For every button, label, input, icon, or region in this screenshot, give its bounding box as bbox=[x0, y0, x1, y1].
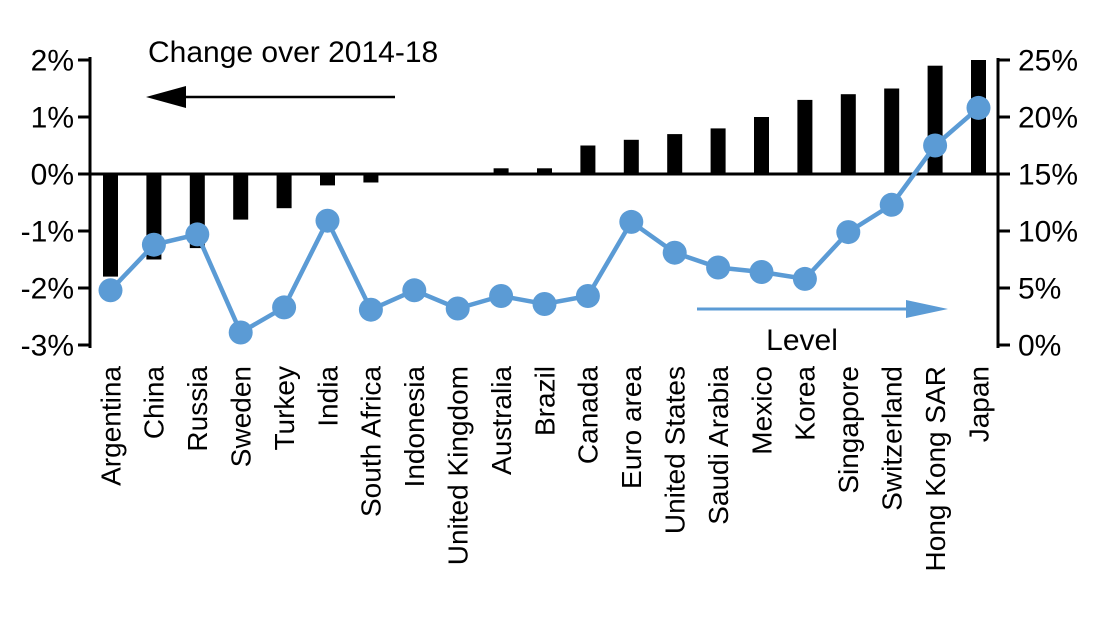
bar-turkey bbox=[276, 174, 292, 209]
level-marker-korea bbox=[792, 266, 817, 291]
bar-switzerland bbox=[884, 88, 900, 174]
change-arrow-left-icon bbox=[146, 86, 395, 108]
left-axis-tick-label: 2% bbox=[31, 45, 74, 78]
level-marker-india bbox=[315, 208, 340, 233]
bar-saudi-arabia bbox=[710, 128, 726, 174]
bar-brazil bbox=[537, 168, 552, 174]
x-axis-label: Euro area bbox=[616, 366, 647, 489]
x-axis-label: South Africa bbox=[356, 366, 387, 517]
x-axis-label: India bbox=[312, 366, 343, 427]
level-arrow-right-icon bbox=[697, 300, 948, 318]
level-marker-indonesia bbox=[402, 278, 427, 303]
right-axis-tick-label: 15% bbox=[1018, 159, 1078, 192]
bar-south-africa bbox=[363, 174, 379, 183]
bar-mexico bbox=[754, 117, 769, 174]
level-marker-euro-area bbox=[619, 209, 644, 234]
bar-singapore bbox=[840, 94, 856, 174]
right-axis-tick-label: 0% bbox=[1018, 330, 1061, 363]
bar-sweden bbox=[233, 174, 249, 220]
right-axis-tick-label: 10% bbox=[1018, 216, 1078, 249]
level-marker-united-kingdom bbox=[445, 296, 470, 321]
level-marker-canada bbox=[575, 284, 600, 308]
level-marker-australia bbox=[489, 284, 514, 308]
bar-united-states bbox=[667, 134, 683, 174]
level-marker-turkey bbox=[272, 295, 297, 320]
bar-australia bbox=[493, 168, 509, 174]
level-marker-saudi-arabia bbox=[706, 255, 731, 280]
x-axis-label: Argentina bbox=[95, 366, 126, 486]
x-axis-label: Russia bbox=[182, 366, 213, 452]
x-axis-label: Hong Kong SAR bbox=[920, 366, 951, 571]
bar-euro-area bbox=[623, 139, 639, 174]
x-axis-label: Canada bbox=[573, 366, 604, 465]
x-axis-label: Brazil bbox=[529, 366, 560, 436]
bar-argentina bbox=[103, 174, 118, 277]
level-marker-united-states bbox=[662, 240, 687, 265]
x-axis-label: China bbox=[139, 366, 170, 440]
x-axis-label: Japan bbox=[963, 366, 994, 442]
bar-korea bbox=[797, 99, 813, 174]
level-marker-china bbox=[141, 232, 166, 257]
level-marker-argentina bbox=[98, 278, 123, 303]
left-axis-tick-label: 0% bbox=[31, 159, 74, 192]
x-axis-label: Mexico bbox=[746, 366, 777, 455]
level-marker-singapore bbox=[836, 220, 861, 245]
right-axis-tick-label: 25% bbox=[1018, 45, 1078, 78]
bar-india bbox=[320, 174, 335, 186]
level-marker-mexico bbox=[749, 260, 774, 284]
right-axis-tick-label: 20% bbox=[1018, 102, 1078, 135]
left-axis-tick-label: -1% bbox=[21, 216, 74, 249]
left-axis-tick-label: -2% bbox=[21, 273, 74, 306]
x-axis-label: Switzerland bbox=[877, 366, 908, 511]
x-axis-label: Korea bbox=[790, 366, 821, 441]
annotation-level-label: Level bbox=[766, 324, 838, 357]
x-axis-label: Saudi Arabia bbox=[703, 366, 734, 525]
x-axis-label: Australia bbox=[486, 366, 517, 475]
level-marker-south-africa bbox=[358, 297, 383, 322]
bar-hong-kong-sar bbox=[927, 65, 943, 174]
left-axis-tick-label: -3% bbox=[21, 330, 74, 363]
bar-canada bbox=[580, 145, 596, 174]
level-marker-hong-kong-sar bbox=[923, 133, 948, 158]
level-marker-russia bbox=[185, 222, 210, 247]
x-axis-label: United Kingdom bbox=[443, 366, 474, 565]
annotation-change-over-label: Change over 2014-18 bbox=[148, 36, 439, 69]
x-axis-label: Sweden bbox=[225, 366, 256, 467]
level-marker-japan bbox=[966, 95, 991, 120]
left-axis-tick-label: 1% bbox=[31, 102, 74, 135]
x-axis-label: United States bbox=[660, 366, 691, 534]
level-marker-sweden bbox=[228, 320, 253, 345]
level-marker-brazil bbox=[532, 292, 557, 316]
right-axis-tick-label: 5% bbox=[1018, 273, 1061, 306]
x-axis-label: Indonesia bbox=[399, 366, 430, 488]
level-marker-switzerland bbox=[879, 192, 904, 217]
x-axis-label: Singapore bbox=[833, 366, 864, 494]
x-axis-label: Turkey bbox=[269, 366, 300, 451]
